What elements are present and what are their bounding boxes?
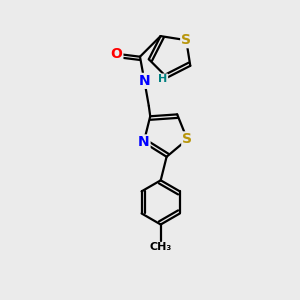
Text: O: O (110, 47, 122, 61)
Text: N: N (139, 74, 150, 88)
Text: N: N (138, 136, 149, 149)
Text: S: S (181, 33, 191, 47)
Text: S: S (182, 132, 192, 146)
Text: CH₃: CH₃ (150, 242, 172, 252)
Text: H: H (158, 74, 167, 84)
